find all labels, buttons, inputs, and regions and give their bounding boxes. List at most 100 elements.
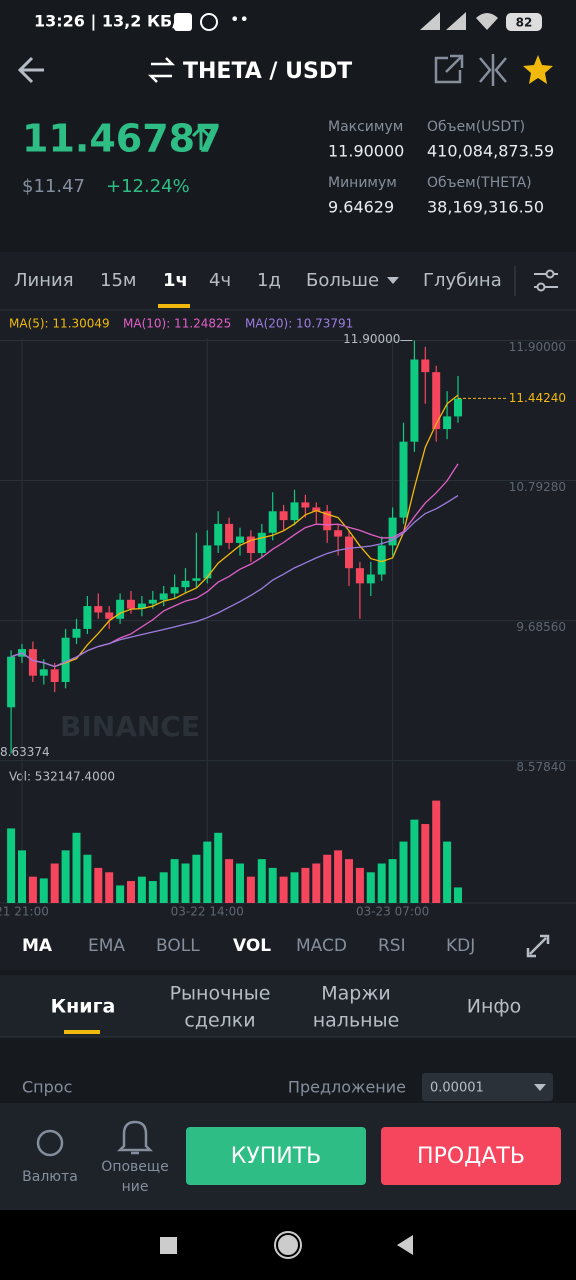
wifi-icon [476,13,498,30]
interval-tab[interactable]: 4ч [209,270,231,291]
candle-body [105,612,114,619]
ma-label: MA(5): 11.30049 [9,317,110,331]
interval-tab[interactable]: Больше [306,270,379,291]
volume-bar [334,850,343,903]
alerts-label: Оповеще [101,1159,168,1175]
volume-bar [279,876,288,903]
nav-recent[interactable] [160,1237,177,1254]
candle-body [170,587,179,594]
volume-bar [137,876,146,903]
back-button[interactable] [17,56,44,84]
volume-bar [214,832,223,903]
last-price-label: 11.44240 [509,391,566,405]
tab[interactable]: Маржи [321,983,391,1005]
candle-body [268,511,277,533]
currency-icon[interactable] [36,1129,64,1157]
x-tick-label: 21 21:00 [0,905,49,919]
interval-tab-active[interactable]: 1ч [163,270,188,291]
candle-body [301,502,310,508]
indicator-tab[interactable]: MACD [296,936,347,956]
volume-bar [127,881,135,903]
status-icon [200,13,218,31]
candle-body [28,649,37,676]
candle-body [366,574,375,584]
volume-bar [159,872,168,903]
volume-bar [355,867,364,903]
candle-body [61,637,70,682]
candle-body [454,398,462,417]
sell-button[interactable] [381,1127,561,1185]
favorite-star[interactable] [523,55,553,84]
active-indicator [158,304,190,308]
candle-body [421,359,430,373]
volume-bar [323,854,332,903]
price-change: +12.24% [106,176,190,197]
candle-body [159,593,168,600]
volume-bar [72,832,81,903]
tab-active[interactable]: Книга [51,996,116,1018]
settings-icon [536,282,546,292]
candle-body [334,530,343,537]
volume-bar [454,887,462,903]
nav-back[interactable] [397,1235,413,1255]
indicator-tab[interactable]: EMA [88,936,125,956]
tab[interactable]: сделки [184,1010,255,1032]
indicator-tab[interactable]: RSI [378,936,406,956]
tab[interactable]: Рыночные [170,983,271,1005]
ma-line [10,495,459,668]
active-indicator [64,1030,100,1034]
indicator-tab[interactable]: VOL [233,936,271,956]
indicator-tab[interactable]: BOLL [156,936,200,956]
volume-bar [301,867,310,903]
share-icon[interactable] [434,54,464,84]
volume-bar [443,841,452,903]
compare-icon[interactable] [479,54,507,86]
candle-body [290,502,299,521]
indicator-tab[interactable]: KDJ [446,936,475,956]
nav-home[interactable] [276,1233,300,1257]
interval-tab[interactable]: Линия [14,270,74,291]
interval-tab[interactable]: 15м [100,270,136,291]
volume-bar [28,876,37,903]
status-time: 13:26 | 13,2 КБ/с [34,12,188,32]
candle-body [443,416,452,430]
pair-title: THETA / USDT [183,59,352,84]
ma-line [10,394,459,668]
buy-button[interactable] [186,1127,366,1185]
candle-body [236,536,244,543]
step-dropdown[interactable] [422,1073,553,1101]
candle-body [432,372,441,430]
volume-bar [257,859,266,903]
x-tick-label: 03-23 07:00 [356,905,429,919]
tab[interactable]: Инфо [467,996,522,1018]
fullscreen-icon[interactable] [526,934,550,958]
stat-value: 410,084,873.59 [427,142,554,161]
signal-icon [446,12,466,30]
candle-body [345,536,353,569]
settings-icon [545,269,555,279]
volume-bar [50,863,59,903]
volume-bar [345,859,353,903]
tabs-bg [0,975,576,1037]
volume-bar [148,881,157,903]
volume-bar [7,828,16,903]
stat-label: Объем(THETA) [427,175,532,191]
volume-bar [410,819,419,903]
candle-body [192,578,201,581]
interval-tab[interactable]: 1д [257,270,281,291]
y-tick-label: 8.57840 [516,760,566,774]
indicator-tab[interactable]: MA [22,936,53,956]
interval-tab[interactable]: Глубина [423,270,502,291]
swap-icon[interactable] [147,57,176,83]
ask-label: Предложение [288,1078,406,1097]
candle-body [377,545,386,575]
candle-body [410,359,419,442]
buy-label: КУПИТЬ [231,1144,322,1169]
volume-bar [105,872,114,903]
alert-icon[interactable] [116,1120,154,1155]
candle-body [388,517,397,546]
volume-bar [18,850,26,903]
candle-body [181,580,190,588]
tab[interactable]: нальные [313,1010,400,1032]
